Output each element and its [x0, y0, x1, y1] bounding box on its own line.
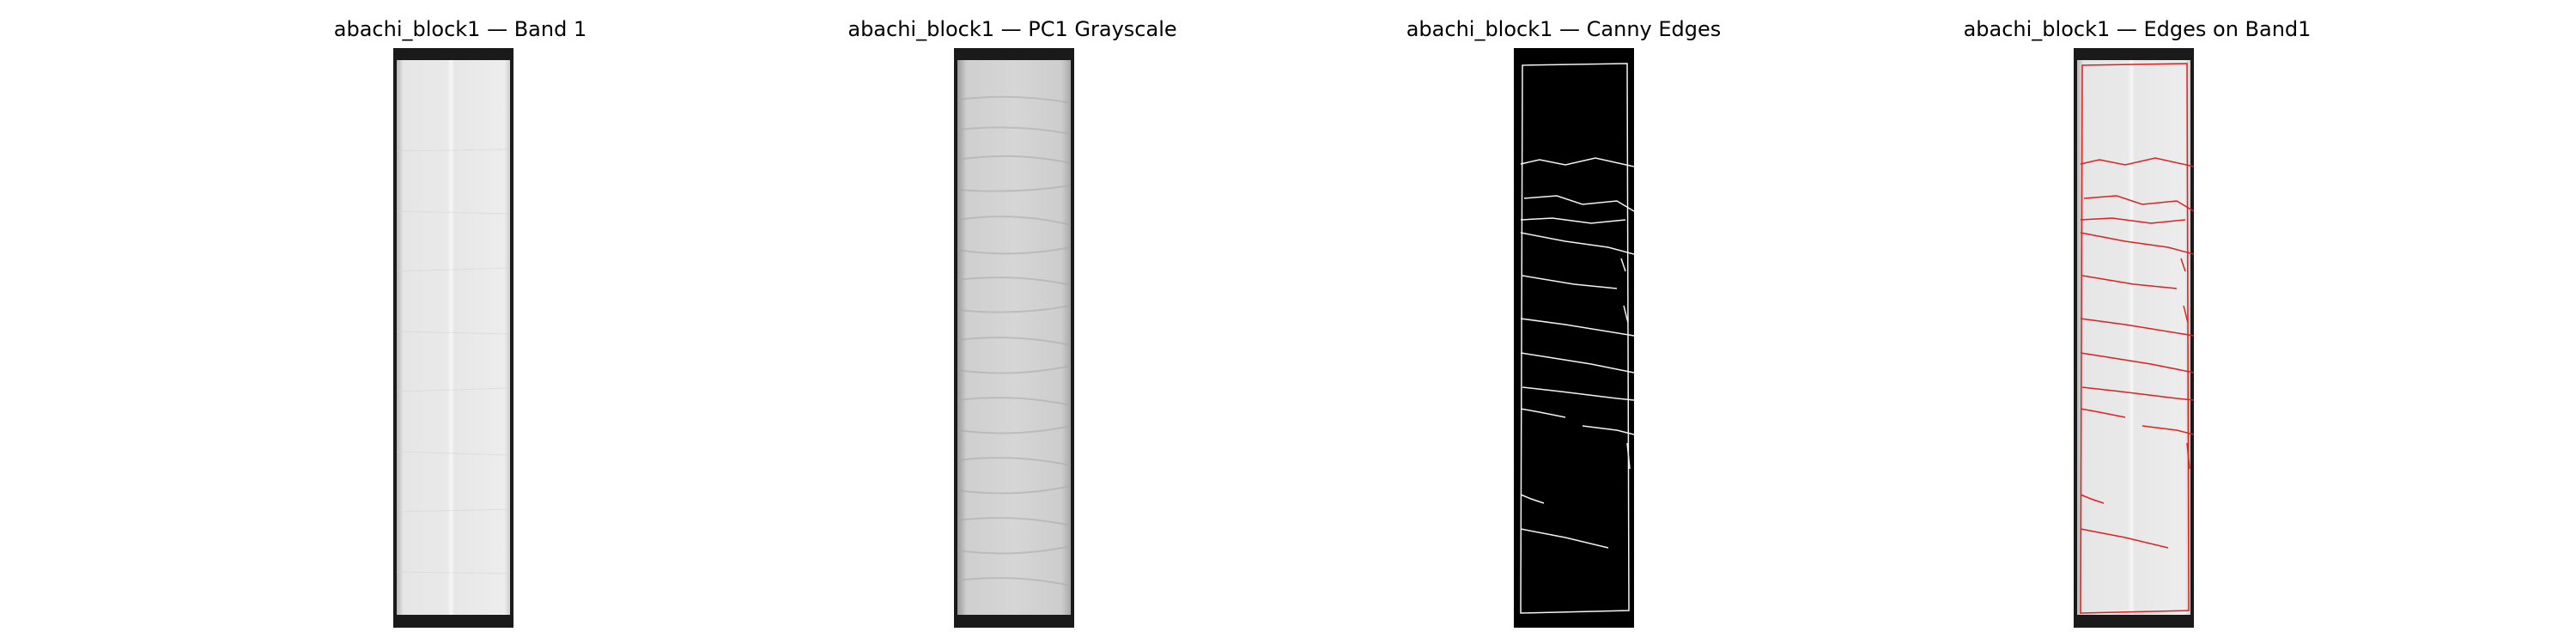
- panel-image-canny: [1514, 48, 1634, 628]
- panel-title-band1: abachi_block1 — Band 1: [333, 17, 587, 41]
- canny-background: [1514, 48, 1634, 628]
- band1-grain: [396, 149, 511, 574]
- panel-title-overlay: abachi_block1 — Edges on Band1: [1963, 17, 2312, 41]
- overlay-edge-lines: [2080, 63, 2194, 614]
- canny-edge-lines: [1520, 63, 1634, 614]
- panel-image-overlay: [2074, 48, 2194, 628]
- pc1-grain: [957, 95, 1072, 586]
- band1-wood: [397, 60, 510, 615]
- panel-image-pc1: [954, 48, 1074, 628]
- overlay-wood: [2077, 60, 2190, 615]
- panel-image-band1: [393, 48, 513, 628]
- panel-title-pc1: abachi_block1 — PC1 Grayscale: [848, 17, 1177, 41]
- panel-title-canny: abachi_block1 — Canny Edges: [1406, 17, 1722, 41]
